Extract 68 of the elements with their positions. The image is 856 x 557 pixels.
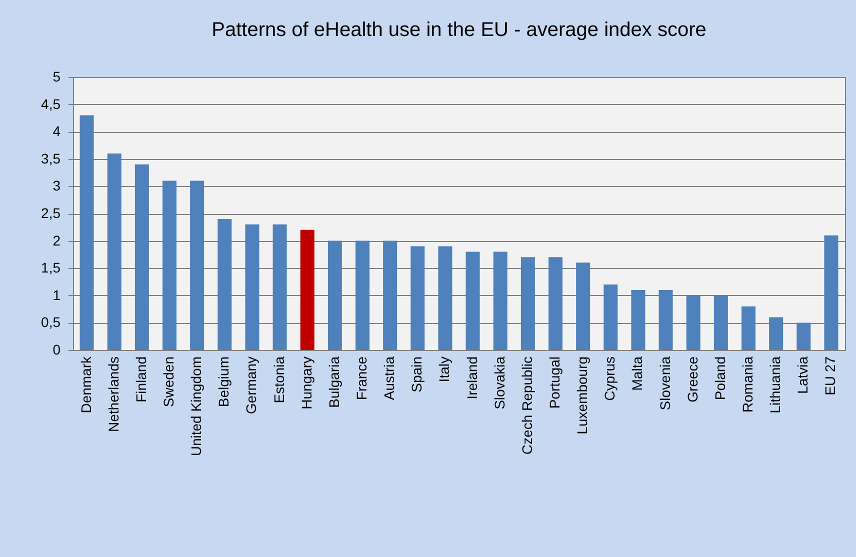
- y-tick-label: 5: [52, 68, 61, 84]
- x-tick-label: Netherlands: [105, 356, 122, 432]
- x-tick-label: Bulgaria: [326, 356, 342, 408]
- x-tick-label: Luxembourg: [574, 356, 590, 434]
- bar: [548, 257, 562, 350]
- bar: [742, 306, 756, 350]
- bar: [604, 284, 618, 350]
- x-tick-label: Belgium: [216, 356, 232, 408]
- y-tick-label: 4,5: [41, 96, 61, 112]
- x-tick-label: Latvia: [794, 356, 811, 394]
- x-tick-label: Slovenia: [656, 356, 673, 410]
- y-tick-label: 4: [52, 123, 61, 140]
- x-tick-label: Poland: [712, 356, 728, 400]
- bar: [356, 240, 370, 350]
- y-tick-label: 2,5: [41, 205, 61, 221]
- bar: [134, 164, 149, 350]
- bar: [824, 235, 838, 350]
- bar: [383, 240, 398, 350]
- bar: [796, 322, 811, 350]
- x-tick-label: Austria: [381, 356, 398, 400]
- bar: [190, 180, 204, 350]
- x-tick-label: Finland: [132, 356, 149, 402]
- y-tick-label: 0: [52, 342, 61, 358]
- x-tick-label: Cyprus: [602, 356, 618, 401]
- x-tick-label: Ireland: [464, 356, 480, 400]
- y-tick-label: 0,5: [41, 314, 61, 330]
- bar: [769, 317, 784, 350]
- bar: [80, 115, 94, 350]
- bar: [520, 257, 535, 350]
- bar: [300, 230, 314, 350]
- x-tick-label: Spain: [408, 356, 425, 392]
- bar: [107, 153, 122, 350]
- x-tick-label: Hungary: [298, 356, 314, 410]
- x-tick-label: Denmark: [78, 356, 94, 414]
- bar: [686, 295, 700, 350]
- bar: [245, 224, 260, 350]
- y-tick-label: 3,5: [41, 150, 61, 166]
- bar: [658, 290, 673, 350]
- bar: [466, 252, 480, 350]
- x-tick-label: Malta: [629, 356, 646, 391]
- x-tick-label: EU 27: [822, 356, 838, 396]
- x-tick-label: Italy: [436, 356, 452, 382]
- bar: [272, 224, 287, 350]
- y-tick-label: 3: [52, 178, 61, 194]
- x-tick-label: Germany: [243, 356, 260, 414]
- x-tick-label: United Kingdom: [188, 356, 204, 456]
- x-tick-label: Sweden: [160, 356, 176, 408]
- y-tick-label: 1: [52, 286, 61, 303]
- x-tick-label: Czech Republic: [518, 356, 535, 455]
- bar: [410, 246, 425, 350]
- x-tick-label: Romania: [740, 356, 756, 413]
- x-tick-label: Greece: [684, 356, 700, 402]
- chart-title: Patterns of eHealth use in the EU - average index score: [212, 19, 706, 41]
- x-tick-label: Lithuania: [767, 356, 784, 414]
- x-tick-label: Slovakia: [491, 356, 508, 410]
- bar: [218, 218, 232, 350]
- bar: [493, 252, 508, 350]
- bar: [162, 180, 176, 350]
- bar: [714, 295, 728, 350]
- y-tick-label: 1,5: [41, 260, 61, 276]
- bar: [631, 290, 646, 350]
- bar: [438, 246, 452, 350]
- bar: [576, 262, 590, 350]
- x-tick-label: France: [354, 356, 370, 400]
- bar: [328, 240, 342, 350]
- x-tick-label: Estonia: [270, 356, 287, 404]
- x-tick-label: Portugal: [546, 356, 562, 409]
- y-tick-label: 2: [52, 232, 61, 248]
